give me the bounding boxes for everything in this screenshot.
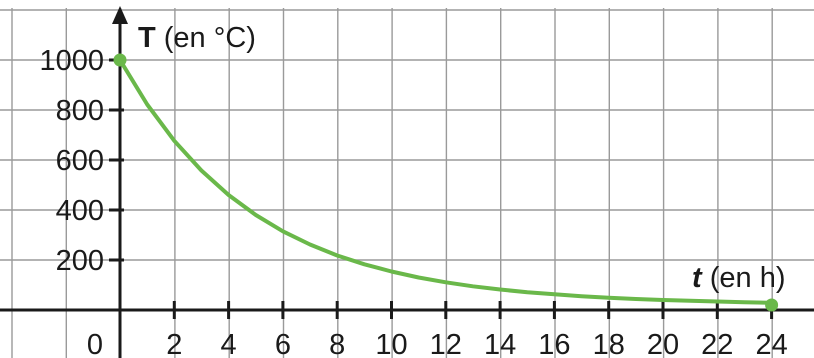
curve-endpoint — [113, 53, 127, 67]
x-tick-label: 18 — [593, 329, 625, 358]
y-axis-title: T (en °C) — [138, 22, 256, 54]
x-tick-label: 16 — [538, 329, 570, 358]
ticks — [109, 58, 774, 319]
y-tick-label: 400 — [56, 195, 104, 227]
y-tick-label: 200 — [56, 245, 104, 277]
curve-endpoint — [765, 298, 779, 312]
y-tick-label: 1000 — [39, 45, 104, 77]
x-axis-unit: (en h) — [702, 262, 786, 294]
y-axis-arrow — [112, 6, 128, 24]
x-tick-label: 14 — [484, 329, 516, 358]
x-tick-label: 20 — [647, 329, 679, 358]
y-tick-label: 800 — [56, 95, 104, 127]
x-tick-label: 8 — [329, 329, 345, 358]
x-tick-label: 10 — [375, 329, 407, 358]
x-tick-label: 12 — [430, 329, 462, 358]
x-tick-label: 22 — [701, 329, 733, 358]
x-tick-label: 24 — [755, 329, 787, 358]
x-tick-label: 4 — [221, 329, 237, 358]
curve-endpoints — [113, 53, 779, 312]
y-axis-symbol: T — [138, 22, 156, 54]
axes — [0, 6, 814, 358]
origin-label: 0 — [87, 329, 103, 358]
y-tick-label: 600 — [56, 145, 104, 177]
x-axis-title: t (en h) — [692, 262, 786, 294]
y-axis-unit: (en °C) — [156, 22, 256, 54]
x-axis-symbol: t — [692, 262, 703, 294]
x-tick-label: 2 — [166, 329, 182, 358]
cooling-curve — [118, 58, 774, 305]
x-tick-label: 6 — [275, 329, 291, 358]
